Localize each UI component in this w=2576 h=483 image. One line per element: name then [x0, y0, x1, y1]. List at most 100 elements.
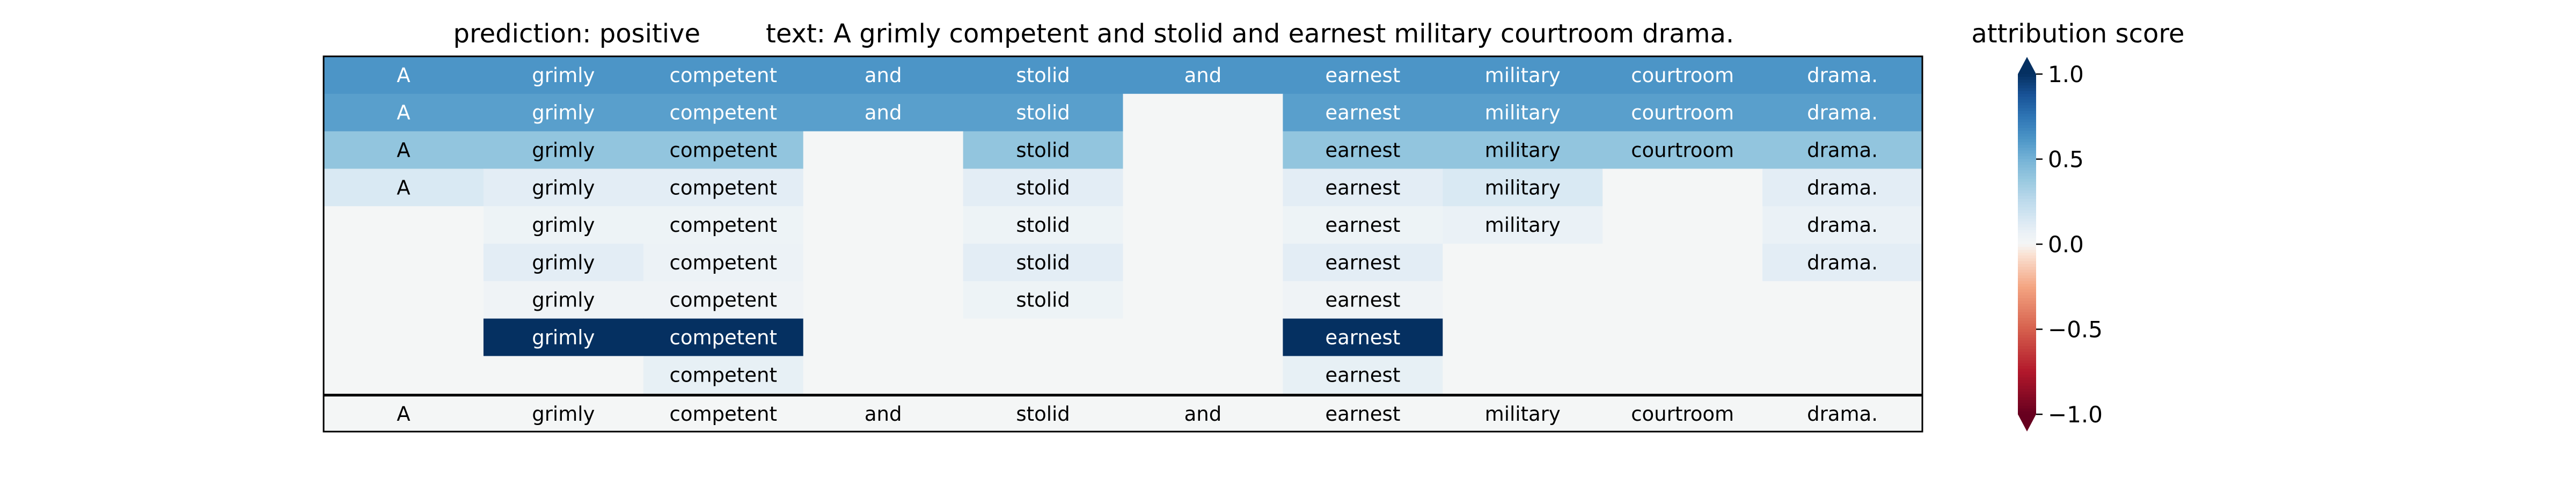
cell-token-label: stolid	[1016, 289, 1070, 312]
colorbar-segment	[2018, 111, 2036, 114]
heatmap-cell	[1602, 93, 1763, 132]
heatmap-cell	[803, 131, 964, 169]
original-row-background	[324, 396, 1922, 432]
colorbar-title: attribution score	[1971, 19, 2184, 49]
colorbar-segment	[2018, 315, 2036, 318]
heatmap-frame	[323, 55, 1923, 433]
heatmap-cell	[1123, 206, 1283, 244]
cell-token-label: drama.	[1807, 214, 1878, 237]
colorbar-segment	[2018, 408, 2036, 412]
cell-token-label: stolid	[1016, 214, 1070, 237]
colorbar-segment	[2018, 318, 2036, 321]
colorbar-segment	[2018, 105, 2036, 108]
heatmap-cell	[803, 206, 964, 244]
cell-token-label: stolid	[1016, 176, 1070, 199]
heatmap-cell	[324, 169, 484, 207]
heatmap-cell	[324, 318, 484, 356]
heatmap-cell	[483, 206, 644, 244]
heatmap-cell	[1602, 244, 1763, 282]
heatmap-cell	[1123, 131, 1283, 169]
cell-token-label: grimly	[532, 101, 595, 125]
colorbar-segment	[2018, 119, 2036, 123]
heatmap-cell	[324, 206, 484, 244]
heatmap-cell	[1762, 169, 1923, 207]
cell-token-label: earnest	[1325, 139, 1400, 162]
colorbar-segment	[2018, 136, 2036, 140]
cell-token-label: competent	[669, 326, 777, 349]
colorbar-segment	[2018, 252, 2036, 256]
colorbar-segment	[2018, 97, 2036, 100]
heatmap-cell	[963, 169, 1124, 207]
heatmap-cell	[1443, 206, 1603, 244]
heatmap-cell	[803, 318, 964, 356]
colorbar-segment	[2018, 204, 2036, 208]
heatmap-cell	[1123, 93, 1283, 132]
colorbar-segment	[2018, 207, 2036, 211]
heatmap-cell	[1762, 206, 1923, 244]
colorbar-segment	[2018, 133, 2036, 137]
cell-token-label: drama.	[1807, 64, 1878, 87]
cell-token-label: grimly	[532, 176, 595, 199]
colorbar-segment	[2018, 108, 2036, 112]
heatmap-cell	[1283, 93, 1443, 132]
cell-token-label: courtroom	[1631, 101, 1734, 125]
heatmap-cell	[803, 356, 964, 394]
colorbar-segment	[2018, 139, 2036, 143]
heatmap-cell	[1602, 281, 1763, 319]
heatmap-cell	[1762, 93, 1923, 132]
colorbar-segment	[2018, 187, 2036, 191]
prediction-label: prediction: positive	[453, 19, 700, 49]
heatmap-cell	[1602, 206, 1763, 244]
colorbar-tick-label: 0.5	[2048, 147, 2084, 173]
colorbar-segment	[2018, 241, 2036, 245]
colorbar-segment	[2018, 306, 2036, 310]
heatmap-cell	[483, 93, 644, 132]
colorbar-segment	[2018, 128, 2036, 131]
colorbar-segment	[2018, 77, 2036, 80]
heatmap-cell	[324, 281, 484, 319]
colorbar-segment	[2018, 173, 2036, 177]
colorbar-segment	[2018, 150, 2036, 154]
colorbar-segment	[2018, 170, 2036, 174]
original-token-label: competent	[669, 402, 777, 426]
cell-token-label: grimly	[532, 251, 595, 274]
colorbar-segment	[2018, 142, 2036, 145]
colorbar-segment	[2018, 99, 2036, 103]
colorbar-segment	[2018, 93, 2036, 97]
colorbar-segment	[2018, 281, 2036, 284]
heatmap-cell	[483, 131, 644, 169]
colorbar-segment	[2018, 349, 2036, 353]
colorbar-segment	[2018, 181, 2036, 185]
heatmap-cell	[1123, 169, 1283, 207]
heatmap-cell	[643, 169, 804, 207]
colorbar-segment	[2018, 301, 2036, 304]
heatmap-cell	[1443, 56, 1603, 94]
colorbar-segment	[2018, 185, 2036, 188]
heatmap-cell	[963, 56, 1124, 94]
cell-token-label: stolid	[1016, 139, 1070, 162]
original-token-label: courtroom	[1631, 402, 1734, 426]
colorbar-segment	[2018, 199, 2036, 202]
heatmap-cell	[803, 281, 964, 319]
colorbar-segment	[2018, 162, 2036, 165]
colorbar-segment	[2018, 125, 2036, 128]
colorbar-segment	[2018, 352, 2036, 355]
heatmap-cell	[1602, 318, 1763, 356]
colorbar-segment	[2018, 289, 2036, 293]
heatmap-cell	[324, 93, 484, 132]
heatmap-cell	[483, 56, 644, 94]
colorbar-segment	[2018, 258, 2036, 262]
heatmap-cell	[324, 244, 484, 282]
heatmap-cell	[1283, 356, 1443, 394]
heatmap-cell	[1283, 206, 1443, 244]
cell-token-label: competent	[669, 176, 777, 199]
heatmap-cell	[1762, 244, 1923, 282]
colorbar-segment	[2018, 272, 2036, 276]
cell-token-label: earnest	[1325, 363, 1400, 386]
cell-token-label: A	[397, 64, 410, 87]
colorbar-segment	[2018, 116, 2036, 120]
cell-token-label: earnest	[1325, 289, 1400, 312]
colorbar-segment	[2018, 375, 2036, 378]
colorbar-segment	[2018, 411, 2036, 415]
cell-token-label: drama.	[1807, 251, 1878, 274]
